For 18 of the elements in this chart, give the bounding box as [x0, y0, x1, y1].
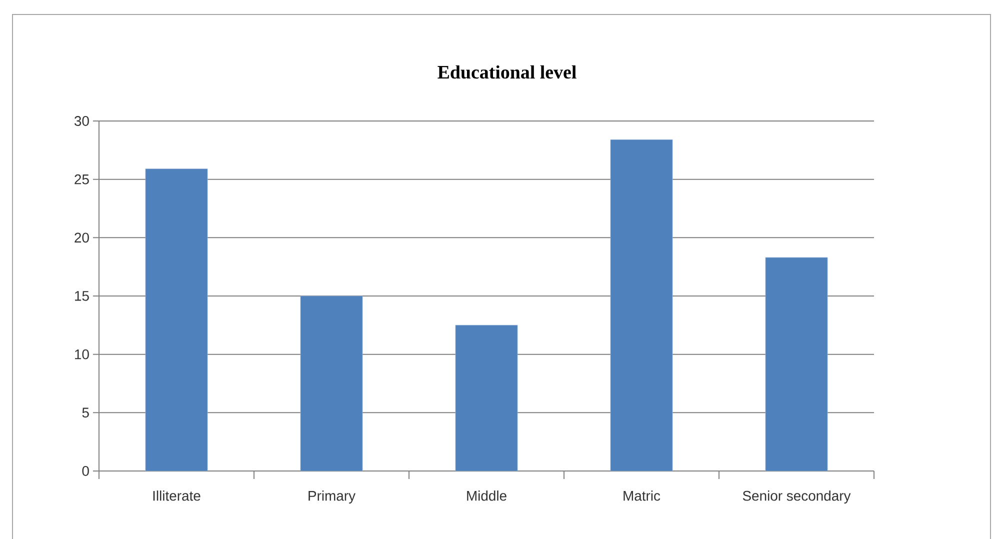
y-tick-label: 0 — [82, 466, 89, 476]
chart-title: Educational level — [438, 65, 576, 79]
x-tick-label: Senior secondary — [742, 490, 851, 504]
y-tick-label: 10 — [75, 349, 89, 360]
bar — [765, 257, 828, 471]
y-tick-label: 25 — [74, 174, 89, 184]
y-tick-label: 15 — [75, 291, 89, 301]
bar — [300, 296, 363, 471]
bar — [455, 324, 518, 471]
x-tick-label: Primary — [308, 490, 356, 504]
bar — [145, 168, 208, 471]
x-tick-label: Illiterate — [153, 490, 200, 501]
x-tick-label: Middle — [467, 490, 506, 501]
y-tick-label: 20 — [74, 232, 89, 243]
y-tick-label: 5 — [82, 408, 89, 418]
y-tick-label: 30 — [74, 116, 89, 126]
bar — [610, 139, 673, 471]
x-tick-label: Matric — [624, 490, 660, 501]
